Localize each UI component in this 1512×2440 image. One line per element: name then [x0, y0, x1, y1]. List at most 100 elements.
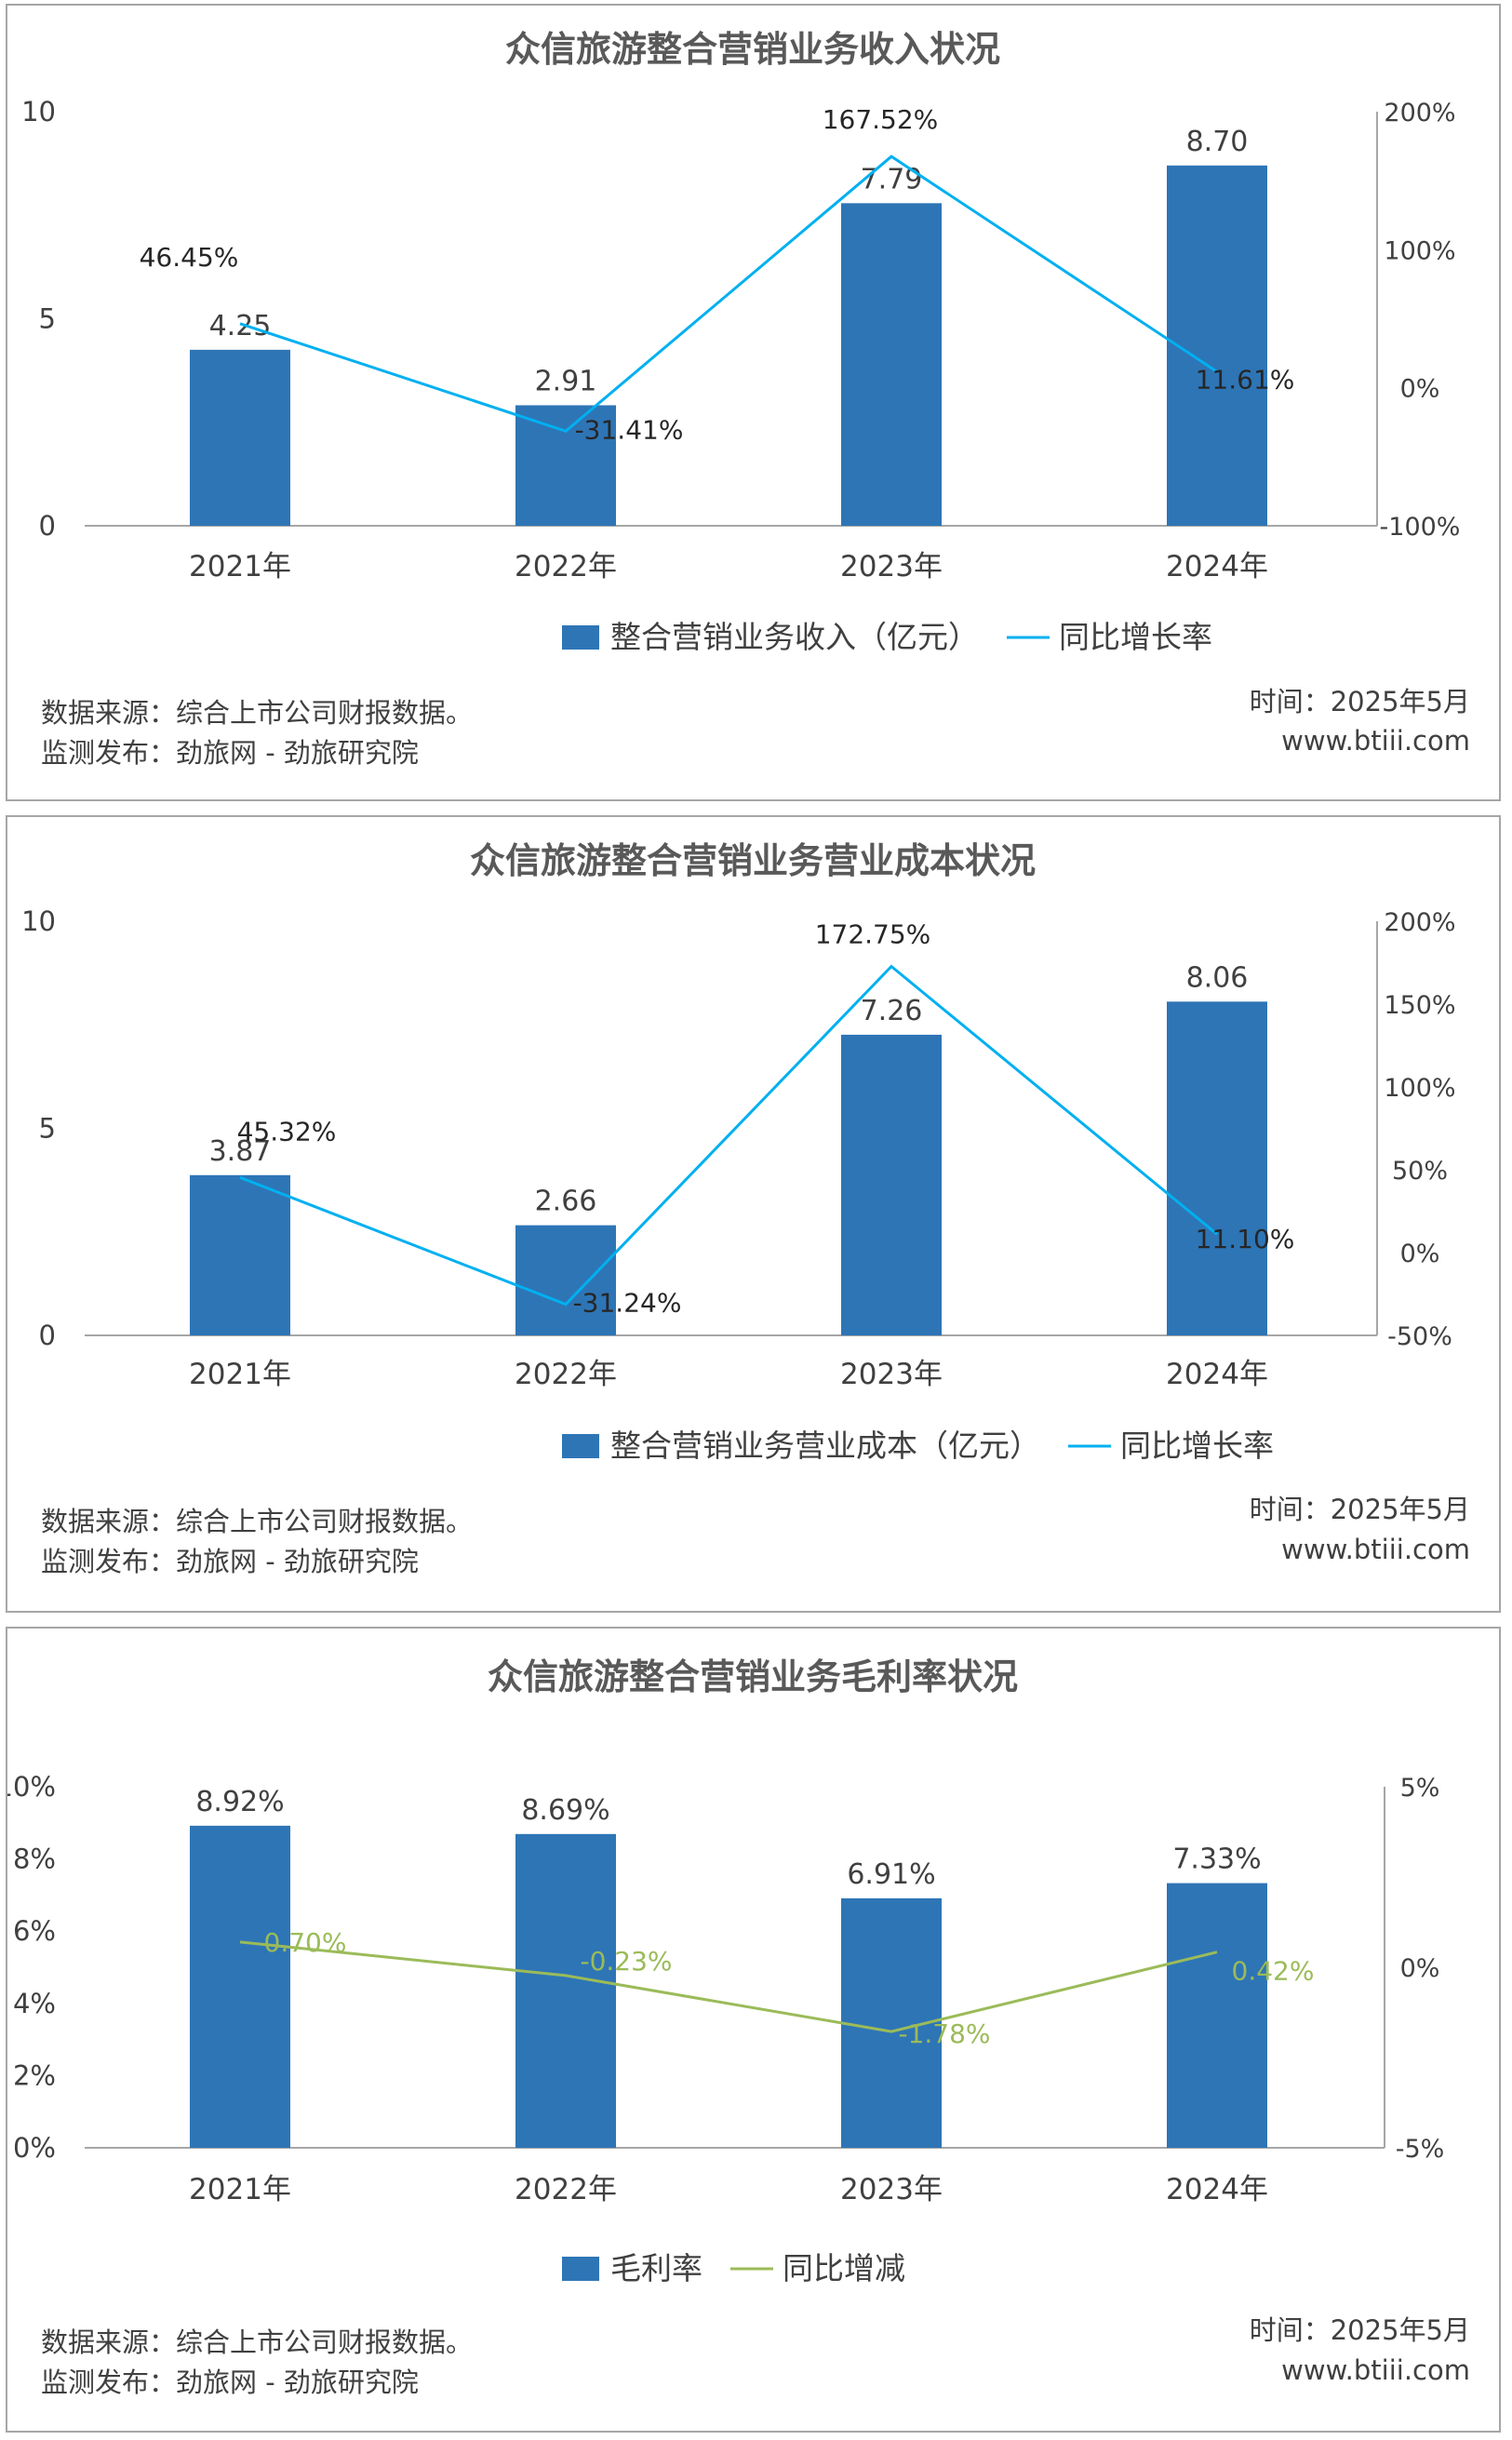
publish-date: 时间：2025年5月: [1250, 2314, 1470, 2346]
right-axis-tick: -50%: [1387, 1322, 1452, 1351]
line-data-label: 46.45%: [140, 242, 239, 273]
chart-panel-revenue: 众信旅游整合营销业务收入状况 0 5 10 -100% 0% 100% 200% 4.25 2.9…: [6, 4, 1501, 801]
right-axis-tick: 200%: [1384, 99, 1455, 127]
right-axis-tick: 0%: [1400, 375, 1440, 404]
right-axis-tick: 100%: [1384, 236, 1455, 265]
left-axis-tick: 10: [21, 96, 56, 127]
chart-panel-gross-margin: 众信旅游整合营销业务毛利率状况 0% 2% 4% 6% 8% 10% -5% 0% 5% 8.92%…: [6, 1627, 1501, 2433]
x-axis-category: 2023年: [840, 2173, 943, 2206]
publisher-note: 监测发布：劲旅网 - 劲旅研究院: [41, 1546, 419, 1577]
gross-margin-chart: 众信旅游整合营销业务毛利率状况 0% 2% 4% 6% 8% 10% -5% 0% 5% 8.92%…: [7, 1656, 1470, 2398]
bar: [1167, 165, 1267, 526]
line-data-label: 11.61%: [1196, 364, 1295, 395]
line-data-label: -0.23%: [580, 1946, 672, 1977]
right-axis-tick: 50%: [1392, 1157, 1448, 1186]
right-axis-tick: 0%: [1400, 1954, 1440, 1983]
left-axis-tick: 0: [39, 1320, 56, 1351]
website-url: www.btiii.com: [1281, 2354, 1470, 2386]
bar: [1167, 1001, 1267, 1335]
x-axis-category: 2022年: [515, 550, 617, 583]
bar: [190, 1174, 290, 1335]
line-data-label: -31.24%: [573, 1288, 682, 1319]
bar-data-label: 7.33%: [1172, 1843, 1261, 1876]
bar-data-label: 8.92%: [195, 1786, 284, 1818]
bar: [515, 1833, 616, 2148]
bar-data-label: 6.91%: [847, 1858, 935, 1891]
left-axis-tick: 2%: [13, 2059, 56, 2091]
legend-bar-swatch: [562, 2257, 599, 2281]
legend-bar-swatch: [562, 625, 599, 650]
line-series: [239, 1940, 1218, 2033]
publisher-note: 监测发布：劲旅网 - 劲旅研究院: [41, 2366, 419, 2398]
bar-data-label: 3.87: [209, 1135, 272, 1168]
right-axis-tick: 100%: [1384, 1074, 1455, 1103]
line-data-label: 172.75%: [815, 919, 931, 950]
bar: [841, 1034, 942, 1335]
bar-data-label: 7.79: [861, 163, 923, 195]
line-series: [239, 964, 1218, 1307]
line-data-label: 11.10%: [1196, 1224, 1295, 1254]
right-axis-tick: 150%: [1384, 991, 1455, 1020]
chart-title: 众信旅游整合营销业务毛利率状况: [488, 1656, 1018, 1697]
cost-chart: 众信旅游整合营销业务营业成本状况 0 5 10 -50% 0% 50% 100% 150% 200…: [21, 840, 1470, 1577]
bar: [515, 1225, 616, 1335]
bar: [515, 405, 616, 526]
left-axis-tick: 5: [39, 303, 56, 335]
data-source-note: 数据来源：综合上市公司财报数据。: [41, 697, 473, 729]
website-url: www.btiii.com: [1281, 1534, 1470, 1565]
legend-bar-label: 整合营销业务营业成本（亿元）: [610, 1428, 1040, 1464]
x-axis-category: 2021年: [189, 1358, 291, 1391]
left-axis-tick: 6%: [13, 1915, 56, 1947]
chart-title: 众信旅游整合营销业务收入状况: [505, 29, 1000, 70]
revenue-chart: 众信旅游整合营销业务收入状况 0 5 10 -100% 0% 100% 200% 4.25 2.9…: [21, 29, 1470, 769]
publish-date: 时间：2025年5月: [1250, 1494, 1470, 1525]
left-axis-tick: 10: [21, 905, 56, 937]
data-source-note: 数据来源：综合上市公司财报数据。: [41, 2326, 473, 2358]
line-data-label: 45.32%: [237, 1116, 337, 1146]
chart-panel-cost: 众信旅游整合营销业务营业成本状况 0 5 10 -50% 0% 50% 100% 150% 200…: [6, 815, 1501, 1613]
right-axis-tick: -100%: [1380, 513, 1461, 542]
bar-data-label: 8.06: [1186, 961, 1249, 994]
left-axis-tick: 8%: [13, 1843, 56, 1875]
legend-bar-label: 毛利率: [610, 2250, 702, 2286]
right-axis-tick: 200%: [1384, 908, 1455, 937]
bar: [190, 1825, 290, 2148]
legend-line-label: 同比增减: [783, 2250, 905, 2286]
bar-data-label: 4.25: [209, 310, 272, 342]
bar-data-label: 7.26: [861, 995, 923, 1027]
publish-date: 时间：2025年5月: [1250, 686, 1470, 717]
line-data-label: 0.70%: [264, 1927, 347, 1958]
x-axis-category: 2023年: [840, 550, 943, 583]
website-url: www.btiii.com: [1281, 725, 1470, 757]
publisher-note: 监测发布：劲旅网 - 劲旅研究院: [41, 737, 419, 769]
x-axis-category: 2023年: [840, 1358, 943, 1391]
left-axis-tick: 0%: [13, 2132, 56, 2164]
bar: [841, 203, 942, 526]
chart-title: 众信旅游整合营销业务营业成本状况: [470, 840, 1036, 881]
line-series: [239, 154, 1218, 433]
bar-data-label: 2.66: [535, 1186, 597, 1218]
line-data-label: -31.41%: [575, 414, 684, 445]
bar: [190, 349, 290, 526]
right-axis-tick: 5%: [1400, 1774, 1440, 1803]
right-axis-tick: 0%: [1400, 1240, 1440, 1268]
line-data-label: 0.42%: [1232, 1956, 1315, 1987]
legend-line-label: 同比增长率: [1120, 1428, 1274, 1464]
x-axis-category: 2021年: [189, 2173, 291, 2206]
bar-data-label: 8.70: [1186, 126, 1249, 158]
left-axis-tick: 10%: [7, 1771, 56, 1803]
bar-data-label: 2.91: [535, 366, 597, 398]
bar: [1167, 1883, 1267, 2148]
line-data-label: 167.52%: [823, 104, 939, 135]
left-axis-tick: 4%: [13, 1988, 56, 2019]
left-axis-tick: 0: [39, 510, 56, 542]
x-axis-category: 2021年: [189, 550, 291, 583]
data-source-note: 数据来源：综合上市公司财报数据。: [41, 1506, 473, 1537]
bar-data-label: 8.69%: [521, 1794, 609, 1827]
x-axis-category: 2024年: [1166, 1358, 1268, 1391]
legend-line-label: 同比增长率: [1059, 619, 1212, 655]
x-axis-category: 2024年: [1166, 2173, 1268, 2206]
line-data-label: -1.78%: [898, 2018, 990, 2049]
right-axis-tick: -5%: [1396, 2135, 1445, 2164]
x-axis-category: 2022年: [515, 2173, 617, 2206]
